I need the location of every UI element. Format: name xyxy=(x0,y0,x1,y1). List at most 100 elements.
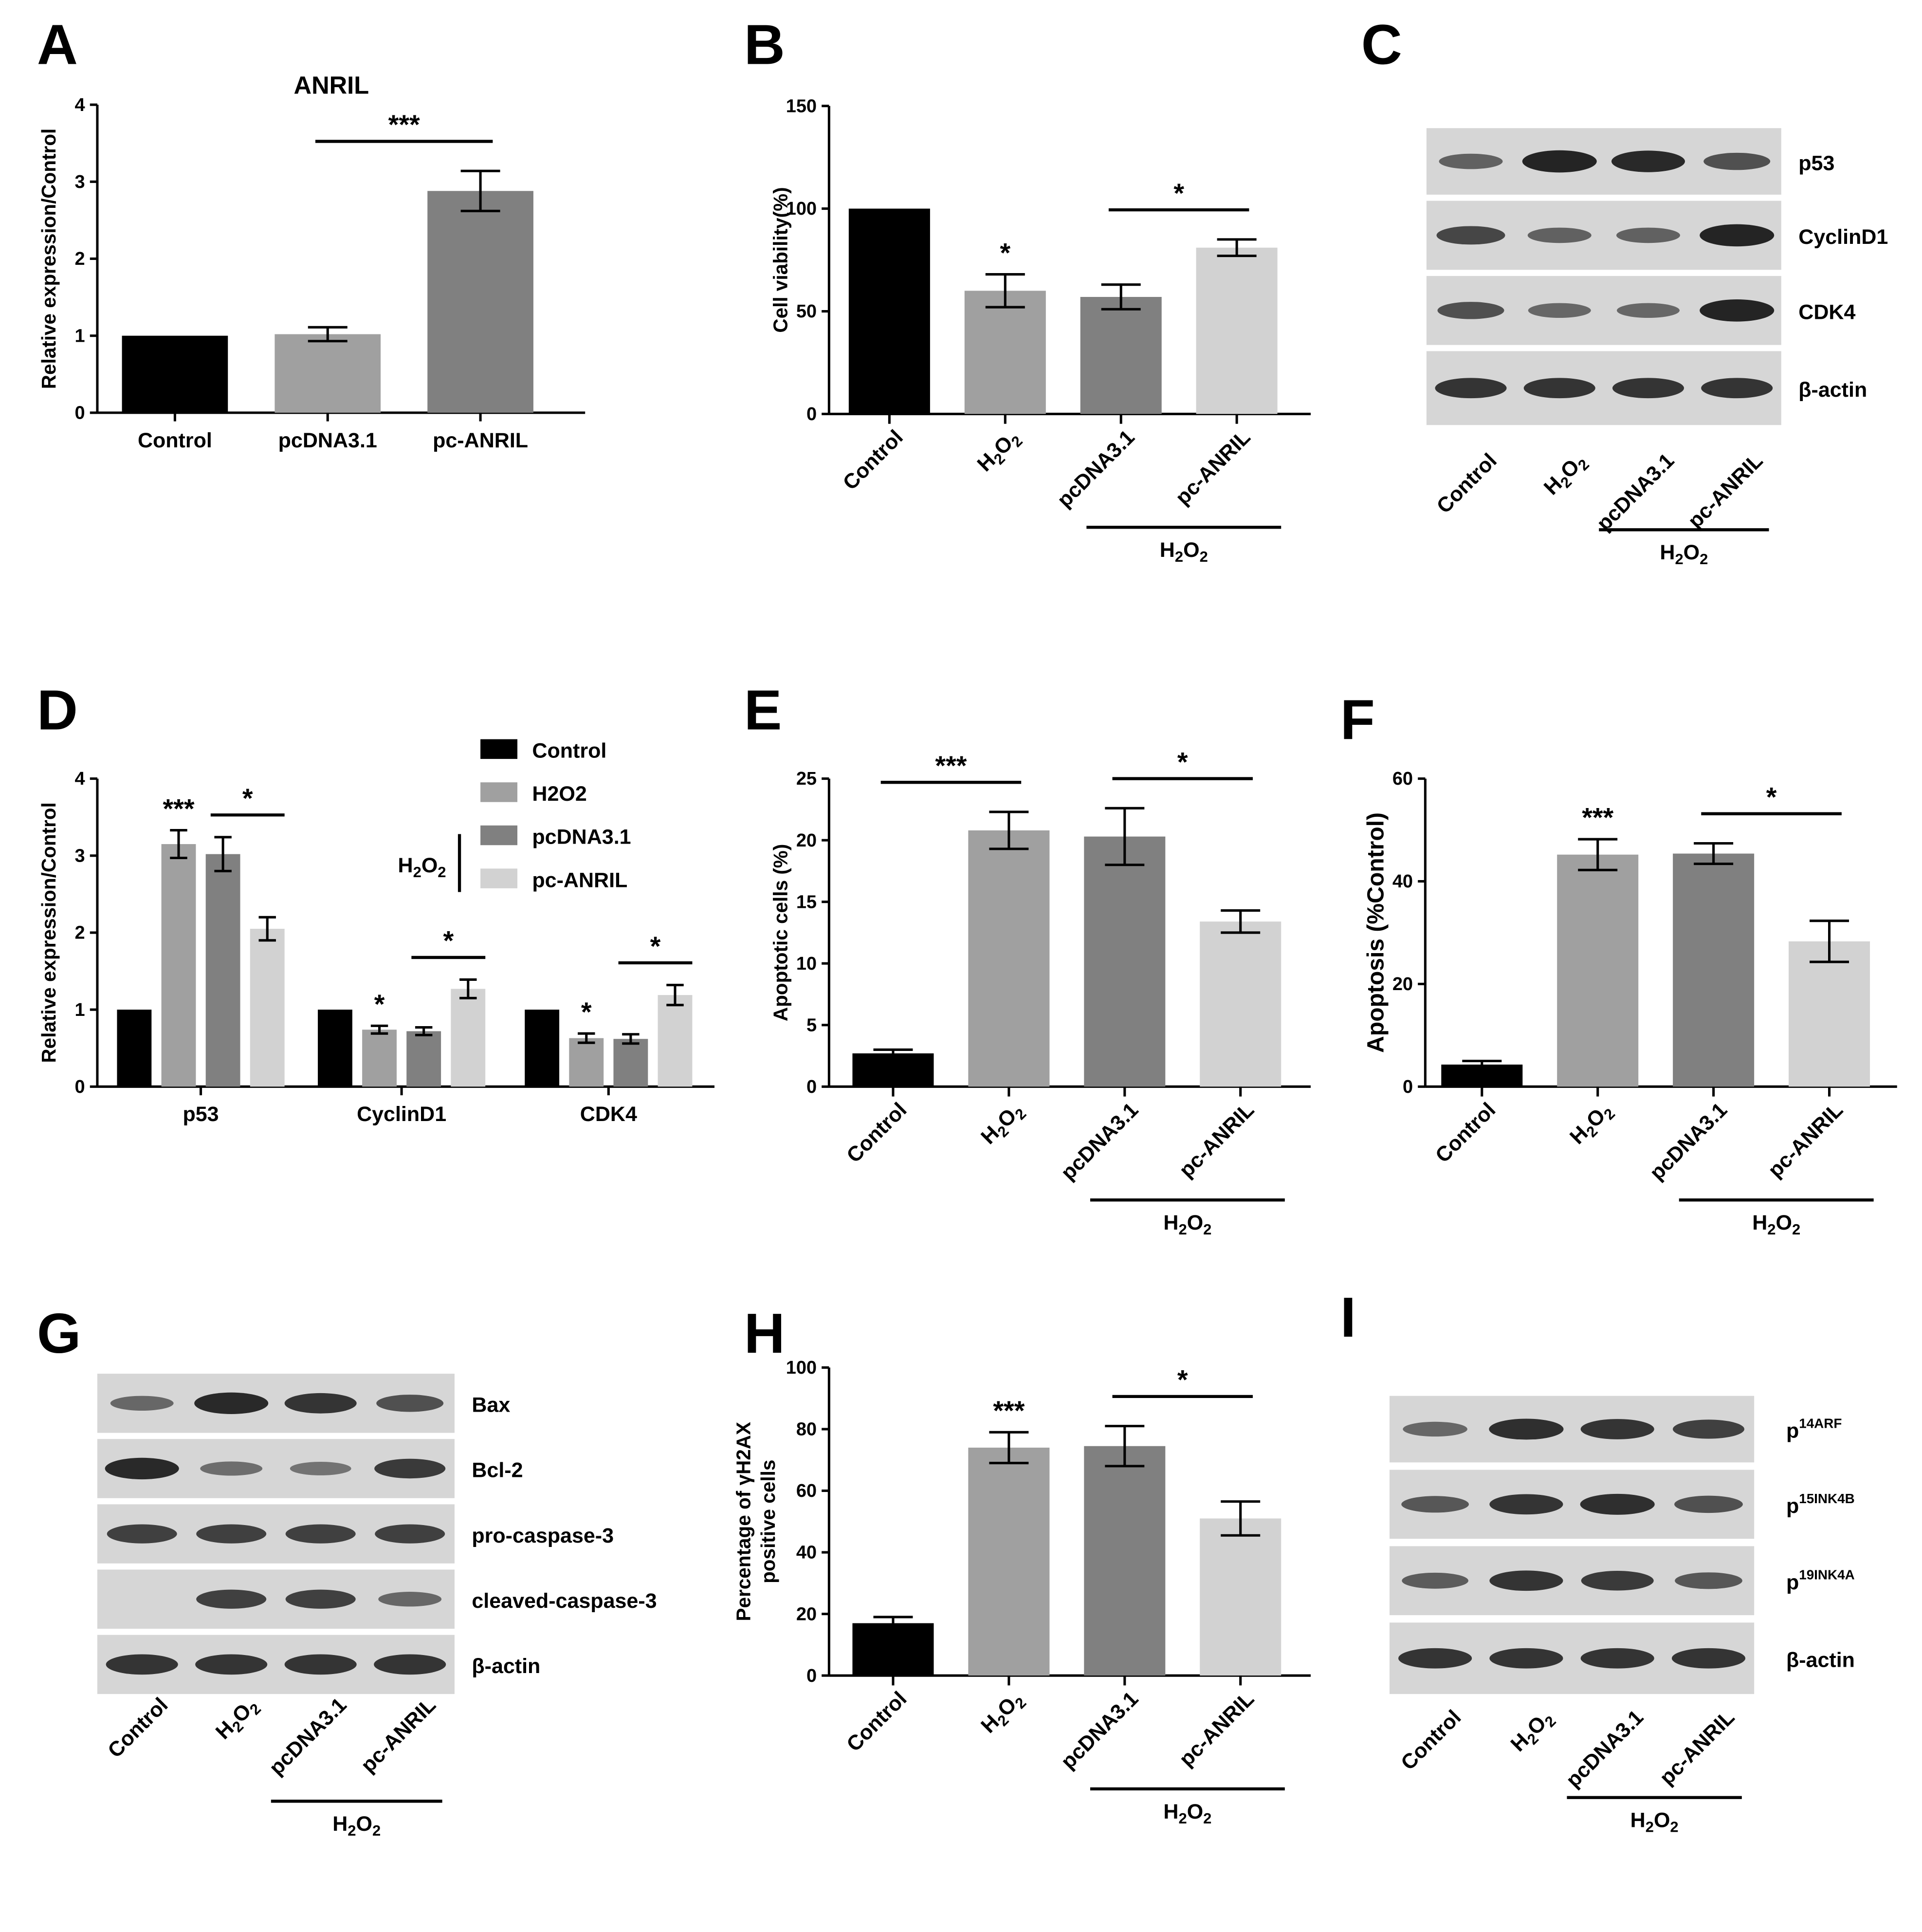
legend-bracket-label: H2O2 xyxy=(398,854,446,881)
bar-cyclind1-s0 xyxy=(317,1010,352,1087)
panel-label-g: G xyxy=(37,1302,81,1365)
significance-mark: * xyxy=(242,783,253,813)
bar-cyclind1-s2 xyxy=(406,1031,441,1087)
bar-control xyxy=(122,335,228,413)
bar-pcdna3-1 xyxy=(1673,853,1755,1087)
blot-band xyxy=(1439,153,1503,169)
x-tick-label: pc-ANRIL xyxy=(1171,425,1255,510)
blot-row-label: p53 xyxy=(1798,151,1834,175)
y-tick-label: 80 xyxy=(796,1419,817,1440)
x-tick-label: pcDNA3.1 xyxy=(1057,1687,1143,1774)
significance-mark: * xyxy=(1177,1365,1188,1395)
blot-row-label: pro-caspase-3 xyxy=(472,1524,614,1547)
blot-label-sup: 19INK4A xyxy=(1799,1567,1854,1582)
blot-band xyxy=(107,1524,177,1544)
blot-lane-label: pcDNA3.1 xyxy=(1561,1706,1648,1792)
x-tick-label: pcDNA3.1 xyxy=(1645,1098,1732,1185)
y-tick-label: 100 xyxy=(786,199,817,219)
blot-band xyxy=(1403,1421,1467,1437)
blot-band xyxy=(105,1457,179,1480)
y-tick-label: 0 xyxy=(75,1077,85,1097)
blot-band xyxy=(1701,378,1773,399)
blot-band xyxy=(1436,226,1505,245)
x-tick-label: pcDNA3.1 xyxy=(1053,425,1139,512)
blot-band xyxy=(374,1654,446,1675)
blot-band xyxy=(1616,227,1680,243)
x-tick-label: Control xyxy=(839,425,908,495)
blot-band xyxy=(1674,1495,1743,1513)
error-bar xyxy=(989,810,1029,850)
y-tick-label: 15 xyxy=(796,892,817,912)
blot-band xyxy=(1528,303,1591,318)
group-label: H2O2 xyxy=(1163,1800,1211,1827)
error-bar xyxy=(578,1032,595,1044)
bar-pc-anril xyxy=(1196,247,1278,414)
error-bar xyxy=(1462,1060,1502,1069)
bar-pcdna3-1 xyxy=(1084,836,1166,1087)
error-bar xyxy=(170,829,187,860)
y-tick-label: 10 xyxy=(796,954,817,974)
x-tick-label: H2O2 xyxy=(976,1098,1029,1151)
error-bar xyxy=(873,1616,913,1631)
x-tick-label: p53 xyxy=(183,1103,219,1126)
error-bar xyxy=(1105,807,1145,866)
error-bar xyxy=(1221,909,1261,934)
group-label: H2O2 xyxy=(332,1812,381,1839)
error-bar xyxy=(989,1431,1029,1465)
blot-band xyxy=(1489,1494,1563,1515)
bar-cdk4-s0 xyxy=(525,1010,560,1087)
y-tick-label: 150 xyxy=(786,96,817,116)
x-tick-label: H2O2 xyxy=(1565,1098,1618,1151)
chart-b: 0 50 100 150 Cell viability(%) Control H2O2 pcD… xyxy=(769,96,1311,565)
panel-label-c: C xyxy=(1361,13,1402,76)
blot-band xyxy=(1522,150,1597,173)
y-tick-label: 40 xyxy=(796,1543,817,1563)
blot-label-sup: 15INK4B xyxy=(1799,1491,1854,1506)
bar-pc-anril xyxy=(1789,941,1870,1087)
blot-band xyxy=(1527,227,1592,243)
error-bar xyxy=(1694,842,1734,865)
error-bar xyxy=(1810,920,1849,963)
error-bar xyxy=(1105,1425,1145,1468)
significance-mark: *** xyxy=(163,793,194,824)
blot-band xyxy=(284,1654,357,1675)
bar-cyclind1-s1 xyxy=(362,1030,397,1087)
panel-label-b: B xyxy=(744,13,785,76)
bar-pcdna3-1 xyxy=(275,334,381,413)
blot-row-label: Bax xyxy=(472,1394,510,1417)
blot-band xyxy=(284,1393,357,1414)
blot-band xyxy=(1489,1570,1563,1591)
blot-row-label: p19INK4A xyxy=(1786,1567,1855,1594)
blot-band xyxy=(378,1592,442,1607)
blot-band xyxy=(196,1524,267,1544)
x-tick-label: pc-ANRIL xyxy=(1175,1098,1259,1182)
legend-swatch xyxy=(480,868,518,888)
y-tick-label: 50 xyxy=(796,301,817,322)
significance-mark: * xyxy=(1766,782,1777,812)
y-axis-label: Apoptotic cells (%) xyxy=(769,844,791,1021)
legend: Control H2O2 pcDNA3.1 pc-ANRIL H2O2 xyxy=(398,739,631,892)
error-bar xyxy=(1101,283,1141,311)
error-bar xyxy=(985,273,1025,309)
y-axis-label: Percentage of γH2AX positive cells xyxy=(732,1422,779,1621)
blot-band xyxy=(1580,1648,1654,1669)
group-label: H2O2 xyxy=(1630,1808,1679,1835)
blot-lane-label: pcDNA3.1 xyxy=(265,1693,351,1780)
significance-mark: * xyxy=(1177,747,1188,777)
error-bar xyxy=(459,978,477,999)
blot-band xyxy=(1581,1571,1654,1591)
y-tick-label: 0 xyxy=(75,403,85,423)
significance-mark: *** xyxy=(993,1396,1025,1426)
error-bar xyxy=(622,1033,640,1045)
significance-mark: * xyxy=(443,926,454,956)
y-tick-label: 1 xyxy=(75,326,85,346)
legend-swatch xyxy=(480,825,518,846)
blot-band xyxy=(1489,1418,1564,1440)
y-axis-label: Apoptosis (%Control) xyxy=(1362,812,1389,1053)
error-bar xyxy=(460,169,500,212)
x-tick-label: Control xyxy=(842,1687,911,1756)
blot-band xyxy=(1700,299,1775,322)
